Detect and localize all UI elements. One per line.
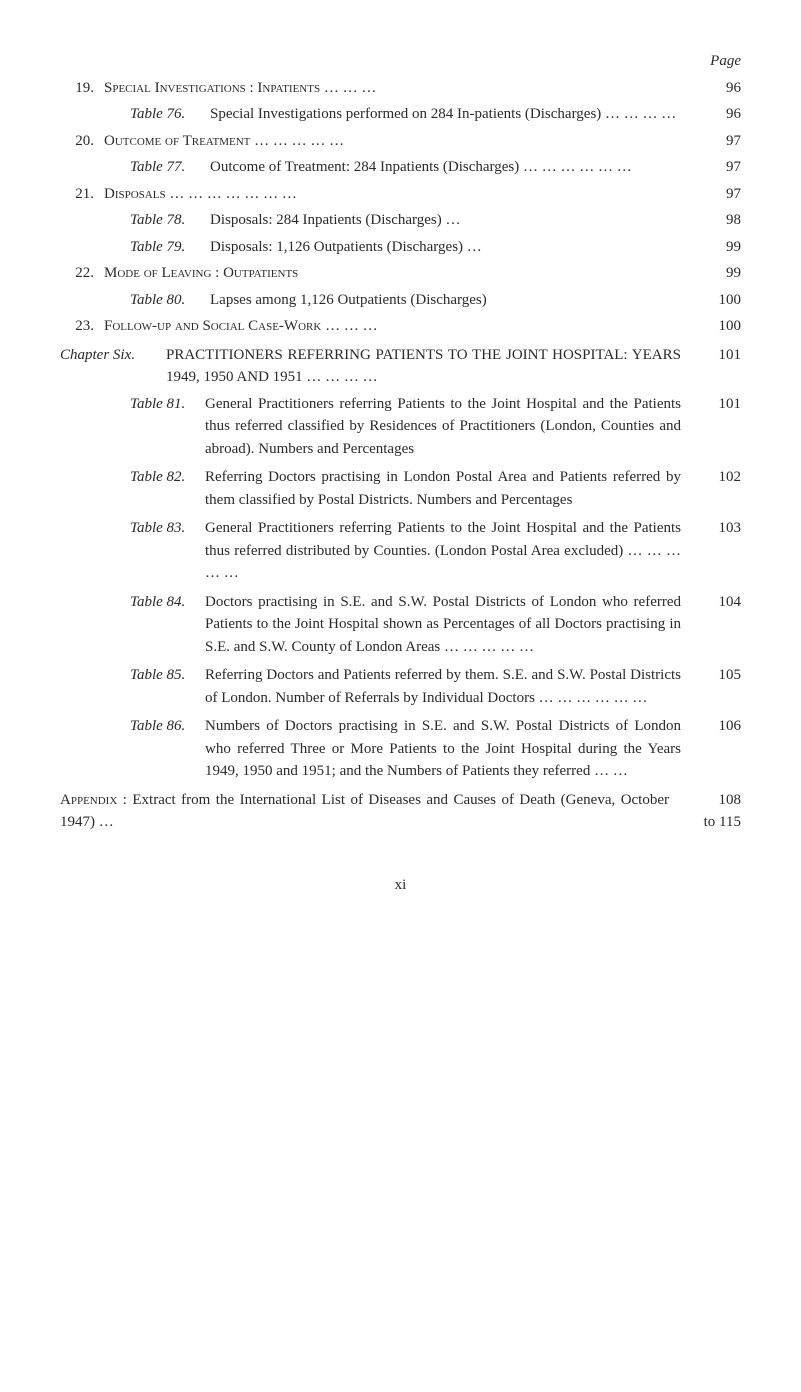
table-label: Table 85.: [130, 664, 205, 687]
entry-title: Outcome of Treatment … … … … …: [104, 130, 693, 153]
table-label: Table 81.: [130, 393, 205, 416]
entry-page: 108 to 115: [681, 789, 741, 834]
toc-subentry: Table 78. Disposals: 284 Inpatients (Dis…: [130, 209, 741, 232]
entry-text: Numbers of Doctors practising in S.E. an…: [205, 715, 693, 783]
table-label: Table 80.: [130, 289, 210, 312]
appendix-text: Appendix : Extract from the Internationa…: [60, 789, 681, 834]
entry-title-sc: Outcome of Treatment: [104, 133, 250, 149]
table-label: Table 76.: [130, 103, 210, 126]
chapter-title-text: PRACTITIONERS REFERRING PATIENTS TO THE …: [166, 344, 693, 389]
entry-page: 97: [693, 130, 741, 153]
entry-text: Referring Doctors and Patients referred …: [205, 664, 693, 709]
entry-title: Follow-up and Social Case-Work … … …: [104, 315, 693, 338]
entry-text: General Practitioners referring Patients…: [205, 393, 693, 461]
chapter-label: Chapter Six.: [60, 344, 166, 367]
page-number-footer: xi: [60, 874, 741, 897]
entry-page: 96: [693, 77, 741, 100]
entry-page: 105: [693, 664, 741, 687]
entry-title-sc: Special Investigations : Inpatients: [104, 80, 320, 96]
table-label: Table 78.: [130, 209, 210, 232]
entry-page: 98: [693, 209, 741, 232]
entry-number: 19.: [60, 77, 104, 100]
appendix-label: Appendix :: [60, 792, 127, 808]
entry-number: 21.: [60, 183, 104, 206]
entry-page: 97: [693, 156, 741, 179]
entry-number: 23.: [60, 315, 104, 338]
toc-subentry: Table 84. Doctors practising in S.E. and…: [130, 591, 741, 659]
toc-entry: 19. Special Investigations : Inpatients …: [60, 77, 741, 100]
table-label: Table 77.: [130, 156, 210, 179]
table-label: Table 82.: [130, 466, 205, 489]
entry-text: Outcome of Treatment: 284 Inpatients (Di…: [210, 156, 693, 179]
toc-subentry: Table 85. Referring Doctors and Patients…: [130, 664, 741, 709]
toc-entry: 21. Disposals … … … … … … … 97: [60, 183, 741, 206]
toc-subentry: Table 86. Numbers of Doctors practising …: [130, 715, 741, 783]
entry-number: 22.: [60, 262, 104, 285]
entry-page: 97: [693, 183, 741, 206]
entry-text: Doctors practising in S.E. and S.W. Post…: [205, 591, 693, 659]
page-column-header: Page: [60, 50, 741, 73]
dots: … … … … … … …: [169, 186, 297, 202]
toc-subentry: Table 81. General Practitioners referrin…: [130, 393, 741, 461]
table-label: Table 84.: [130, 591, 205, 614]
entry-page: 106: [693, 715, 741, 738]
entry-text: Special Investigations performed on 284 …: [210, 103, 693, 126]
toc-subentry: Table 82. Referring Doctors practising i…: [130, 466, 741, 511]
dots: … … …: [325, 318, 378, 334]
appendix-entry: Appendix : Extract from the Internationa…: [60, 789, 741, 834]
toc-entry: 22. Mode of Leaving : Outpatients 99: [60, 262, 741, 285]
appendix-body: Extract from the International List of D…: [60, 792, 669, 831]
entry-text: General Practitioners referring Patients…: [205, 517, 693, 585]
entry-title: Disposals … … … … … … …: [104, 183, 693, 206]
entry-page: 99: [693, 236, 741, 259]
entry-text: Lapses among 1,126 Outpatients (Discharg…: [210, 289, 693, 312]
entry-text: Disposals: 1,126 Outpatients (Discharges…: [210, 236, 693, 259]
entry-page: 103: [693, 517, 741, 540]
toc-subentry: Table 76. Special Investigations perform…: [130, 103, 741, 126]
entry-title-sc: Follow-up and Social Case-Work: [104, 318, 321, 334]
page-to: to 115: [681, 811, 741, 834]
dots: … … … … …: [254, 133, 344, 149]
entry-title: Mode of Leaving : Outpatients: [104, 262, 693, 285]
toc-subentry: Table 77. Outcome of Treatment: 284 Inpa…: [130, 156, 741, 179]
entry-page: 96: [693, 103, 741, 126]
entry-page: 100: [693, 315, 741, 338]
dots: … … …: [324, 80, 377, 96]
entry-page: 102: [693, 466, 741, 489]
entry-title: Special Investigations : Inpatients … … …: [104, 77, 693, 100]
toc-subentry: Table 83. General Practitioners referrin…: [130, 517, 741, 585]
table-label: Table 83.: [130, 517, 205, 540]
page-from: 108: [681, 789, 741, 812]
toc-subentry: Table 80. Lapses among 1,126 Outpatients…: [130, 289, 741, 312]
entry-title-sc: Disposals: [104, 186, 166, 202]
toc-entry: 23. Follow-up and Social Case-Work … … ……: [60, 315, 741, 338]
entry-text: Referring Doctors practising in London P…: [205, 466, 693, 511]
toc-entry: 20. Outcome of Treatment … … … … … 97: [60, 130, 741, 153]
chapter-heading: Chapter Six. PRACTITIONERS REFERRING PAT…: [60, 344, 741, 389]
entry-text: Disposals: 284 Inpatients (Discharges) …: [210, 209, 693, 232]
entry-page: 100: [693, 289, 741, 312]
table-label: Table 79.: [130, 236, 210, 259]
table-label: Table 86.: [130, 715, 205, 738]
entry-number: 20.: [60, 130, 104, 153]
toc-subentry: Table 79. Disposals: 1,126 Outpatients (…: [130, 236, 741, 259]
entry-page: 104: [693, 591, 741, 614]
entry-page: 99: [693, 262, 741, 285]
entry-page: 101: [693, 393, 741, 416]
entry-title-sc: Mode of Leaving : Outpatients: [104, 265, 298, 281]
entry-page: 101: [693, 344, 741, 367]
